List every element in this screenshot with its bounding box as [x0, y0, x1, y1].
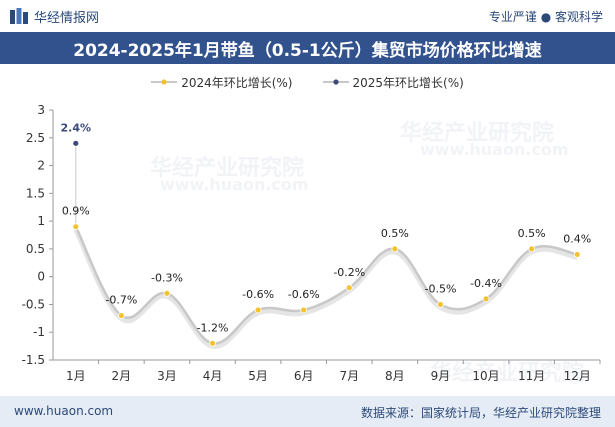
y-tick-label: 1	[37, 214, 45, 228]
y-tick-label: -1.5	[22, 353, 45, 367]
x-tick-label: 2月	[112, 369, 132, 383]
series-2025-data-label: 2.4%	[61, 121, 92, 134]
series-2024-data-label: -0.4%	[470, 277, 502, 290]
series-2024-data-label: 0.9%	[62, 205, 90, 218]
x-tick-label: 5月	[248, 369, 268, 383]
x-tick-label: 3月	[157, 369, 177, 383]
series-2024-point[interactable]	[209, 339, 216, 347]
series-2024-data-label: -0.7%	[105, 294, 137, 307]
series-2024-data-label: -0.6%	[242, 288, 274, 301]
chart-lines	[73, 143, 578, 349]
footer-url[interactable]: www.huaon.com	[14, 404, 114, 418]
series-2024-data-label: -1.2%	[197, 321, 229, 334]
series-2024-data-label: -0.3%	[151, 271, 183, 284]
chart-axes: -1.5 -1 -0.5 0 0.5 1 1.5 2 2.5 3 1月 2月 3月 4月 5月 6月 7月 8月 9…	[22, 103, 601, 383]
y-tick-label: 1.5	[26, 186, 45, 200]
x-tick-label: 12月	[564, 369, 591, 383]
chart-data-labels: 0.9% -0.7% -0.3% -1.2% -0.6% -0.6% -0.2% 0.5% -0…	[61, 121, 592, 334]
series-2024-data-label: -0.2%	[333, 266, 365, 279]
series-2024-point[interactable]	[117, 312, 125, 319]
series-2024-point[interactable]	[254, 306, 262, 314]
x-tick-label: 6月	[294, 369, 314, 383]
line-chart: -1.5 -1 -0.5 0 0.5 1 1.5 2 2.5 3 1月 2月 3月 4月 5月 6月 7月 8月 9…	[22, 103, 601, 383]
brand: 华经情报网	[10, 6, 99, 26]
series-2025-point[interactable]	[72, 139, 80, 147]
series-2024-data-label: 0.5%	[518, 227, 546, 240]
brand-logo-icon	[10, 8, 28, 24]
series-2024-data-label: 0.4%	[563, 232, 591, 245]
footer-source: 数据来源：国家统计局，华经产业研究院整理	[360, 406, 601, 420]
x-tick-label: 4月	[203, 369, 223, 383]
legend-swatch-2024-icon	[151, 79, 178, 85]
footer: www.huaon.com 数据来源：国家统计局，华经产业研究院整理	[0, 396, 615, 427]
chart-title: 2024-2025年1月带鱼（0.5-1公斤）集贸市场价格环比增速	[0, 32, 615, 64]
legend-item-2025[interactable]: 2025年环比增长(%)	[322, 74, 464, 91]
series-2024-point[interactable]	[72, 223, 80, 231]
series-2024-point[interactable]	[437, 301, 444, 308]
x-tick-label: 7月	[339, 369, 359, 383]
series-2024-point[interactable]	[528, 245, 536, 253]
chart-points	[72, 139, 581, 347]
series-2024-data-label: -0.5%	[424, 282, 456, 295]
series-2024-point[interactable]	[391, 245, 399, 253]
tagline: 专业严谨 ● 客观科学	[488, 10, 603, 24]
legend-label-2025: 2025年环比增长(%)	[352, 75, 464, 90]
x-tick-label: 10月	[472, 369, 499, 383]
legend-item-2024[interactable]: 2024年环比增长(%)	[151, 74, 293, 91]
series-2024-point[interactable]	[345, 284, 353, 292]
series-2024-data-label: 0.5%	[381, 227, 409, 240]
x-tick-label: 1月	[66, 369, 86, 383]
y-tick-label: 0.5	[26, 242, 45, 256]
y-tick-label: 3	[37, 103, 45, 117]
x-tick-label: 8月	[385, 369, 405, 383]
series-2024-point[interactable]	[573, 251, 581, 258]
series-2024-data-label: -0.6%	[288, 288, 320, 301]
y-tick-label: 2	[37, 159, 45, 173]
series-2024-point[interactable]	[300, 306, 308, 314]
y-tick-label: 2.5	[26, 131, 45, 145]
y-tick-label: 0	[37, 270, 45, 284]
y-tick-label: -0.5	[22, 297, 45, 311]
legend-swatch-2025-icon	[322, 79, 349, 85]
brand-name: 华经情报网	[34, 10, 100, 26]
series-2024-point[interactable]	[163, 289, 171, 297]
top-bar: 华经情报网 专业严谨 ● 客观科学	[0, 0, 615, 32]
legend-label-2024: 2024年环比增长(%)	[181, 75, 293, 90]
series-2024-point[interactable]	[482, 295, 490, 303]
x-tick-label: 9月	[431, 369, 451, 383]
y-tick-label: -1	[33, 325, 45, 339]
legend[interactable]: 2024年环比增长(%) 2025年环比增长(%)	[0, 72, 615, 92]
x-tick-label: 11月	[518, 369, 545, 383]
